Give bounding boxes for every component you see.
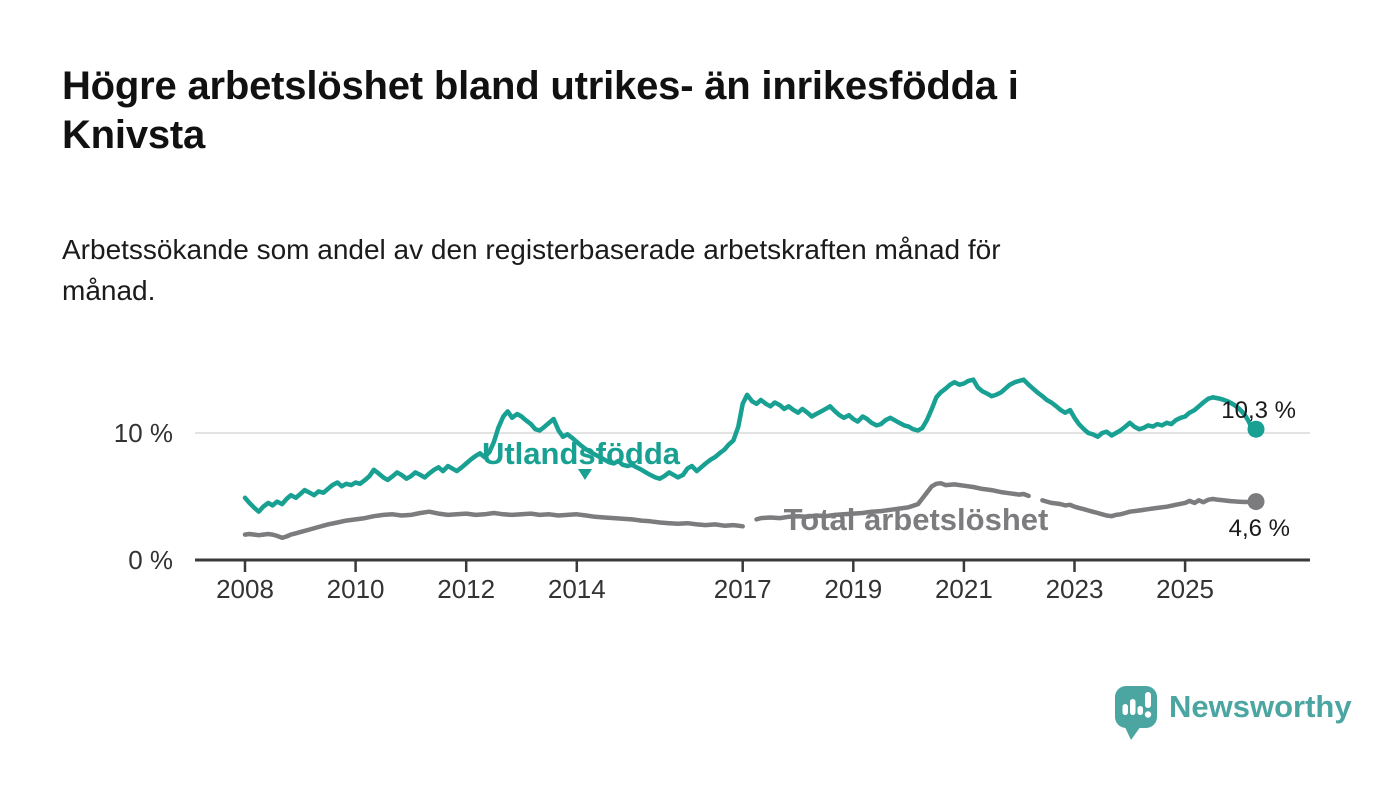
newsworthy-logo-icon xyxy=(1115,686,1157,740)
logo-bar-2 xyxy=(1130,699,1136,715)
x-tick-label-2014: 2014 xyxy=(548,574,606,604)
x-tick-label-2019: 2019 xyxy=(824,574,882,604)
chart-title: Högre arbetslöshet bland utrikes- än inr… xyxy=(62,64,1019,158)
logo-bar-3 xyxy=(1137,706,1143,715)
speech-bubble-tail xyxy=(1124,725,1141,740)
x-tick-label-2008: 2008 xyxy=(216,574,274,604)
x-tick-label-2025: 2025 xyxy=(1156,574,1214,604)
logo-exclamation-dot xyxy=(1144,711,1152,718)
x-tick-label-2021: 2021 xyxy=(935,574,993,604)
x-tick-label-2023: 2023 xyxy=(1046,574,1104,604)
y-tick-label-10: 10 % xyxy=(114,418,173,448)
x-tick-label-2010: 2010 xyxy=(327,574,385,604)
brand-name: Newsworthy xyxy=(1169,689,1352,724)
chart-subtitle: Arbetssökande som andel av den registerb… xyxy=(62,234,1001,306)
series-label-utlandsfodda: Utlandsfödda xyxy=(482,436,681,471)
series-label-total: Total arbetslöshet xyxy=(784,502,1049,537)
y-tick-label-0: 0 % xyxy=(128,545,173,575)
x-tick-label-2017: 2017 xyxy=(714,574,772,604)
x-tick-label-2012: 2012 xyxy=(437,574,495,604)
series-line-total xyxy=(242,480,1216,541)
logo-bar-1 xyxy=(1122,704,1128,715)
newsworthy-logo: Newsworthy xyxy=(1114,685,1352,742)
latest-value-dot-total xyxy=(1247,493,1265,511)
latest-value-label-utlandsfodda: 10,3 % xyxy=(1221,397,1296,424)
latest-value-label-total: 4,6 % xyxy=(1229,515,1290,542)
series-label-pointer-icon xyxy=(578,469,592,480)
series-line-utlandsfodda xyxy=(242,377,1216,514)
logo-exclamation-bar xyxy=(1145,692,1151,708)
latest-value-dot-utlandsfodda xyxy=(1247,420,1265,438)
end-connector-total xyxy=(1210,496,1255,505)
